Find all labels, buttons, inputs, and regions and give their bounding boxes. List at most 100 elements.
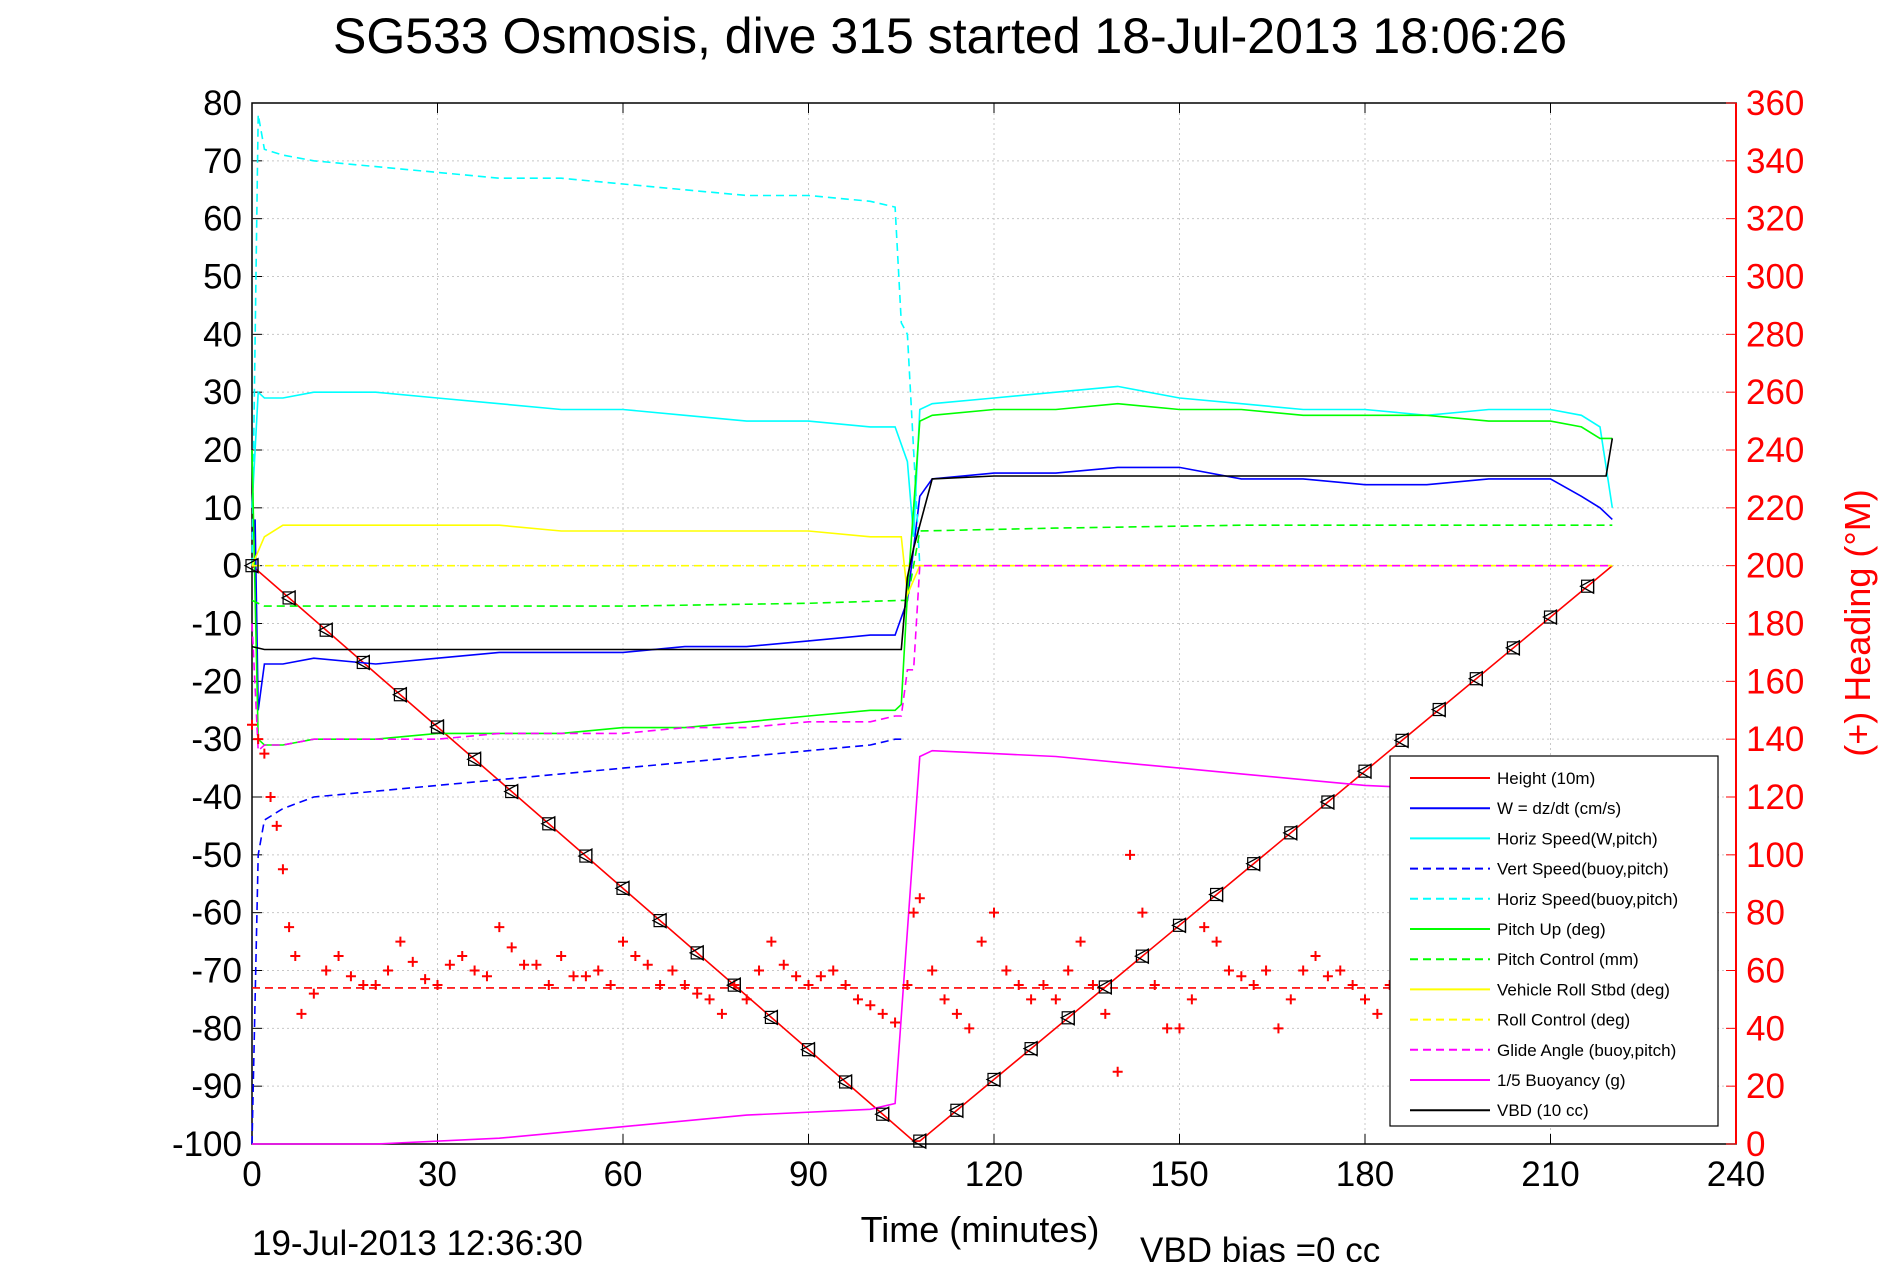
heading-point	[1273, 1023, 1284, 1034]
heading-point	[989, 907, 999, 918]
height-marker-square	[393, 688, 407, 702]
heading-point	[1322, 971, 1333, 982]
heading-point	[1298, 965, 1309, 976]
legend-label-5: Pitch Up (deg)	[1497, 920, 1606, 939]
y-tick-label: -40	[191, 778, 242, 817]
height-marker-square	[1061, 1011, 1075, 1025]
x-tick-label: 150	[1150, 1155, 1208, 1194]
heading-point	[1112, 1066, 1123, 1077]
heading-point	[642, 959, 653, 970]
series-line-11	[251, 438, 1614, 651]
y-tick-label: 0	[223, 547, 242, 586]
heading-point	[803, 979, 814, 990]
heading-point	[951, 1008, 962, 1019]
x-tick-label: 30	[418, 1155, 457, 1194]
legend-label-9: Glide Angle (buoy,pitch)	[1497, 1041, 1676, 1060]
series-line-2	[251, 385, 1614, 537]
heading-point	[754, 965, 765, 976]
heading-point	[253, 734, 264, 745]
heading-point	[865, 1000, 876, 1011]
height-marker-square	[1395, 733, 1409, 747]
heading-point	[277, 864, 288, 875]
y-tick-label: 30	[203, 373, 242, 412]
heading-point	[964, 1023, 975, 1034]
grid	[252, 103, 1736, 1144]
y2-tick-label: 360	[1746, 84, 1804, 123]
heading-point	[716, 1008, 727, 1019]
y2-tick-label: 180	[1746, 605, 1804, 644]
heading-point	[1236, 971, 1247, 982]
heading-point	[284, 922, 295, 933]
legend-label-6: Pitch Control (mm)	[1497, 950, 1639, 969]
height-marker-square	[1358, 764, 1372, 778]
series-line-6	[251, 524, 1613, 607]
heading-point	[247, 719, 257, 730]
heading-point	[290, 951, 301, 962]
heading-point	[259, 748, 270, 759]
heading-point	[1013, 979, 1024, 990]
height-marker-square	[801, 1043, 816, 1057]
heading-point	[1310, 951, 1321, 962]
legend-label-3: Vert Speed(buoy,pitch)	[1497, 860, 1669, 879]
y2-tick-label: 340	[1746, 142, 1804, 181]
y2-axis-label: (+) Heading (°M)	[1837, 489, 1878, 756]
heading-point	[519, 959, 530, 970]
height-marker-square	[1543, 610, 1558, 624]
heading-point	[265, 792, 276, 802]
heading-point	[457, 951, 468, 962]
heading-point	[580, 971, 591, 982]
series-line-9	[251, 564, 1613, 753]
height-marker-square	[505, 784, 519, 799]
heading-point	[1211, 936, 1222, 947]
heading-point	[358, 979, 369, 990]
heading-point	[1360, 994, 1370, 1005]
heading-point	[939, 994, 950, 1005]
height-marker-square	[764, 1010, 779, 1025]
height-marker-square	[1024, 1042, 1038, 1056]
heading-point	[630, 951, 641, 962]
height-marker-square	[1098, 980, 1112, 994]
y2-tick-label: 300	[1746, 258, 1804, 297]
y-tick-label: 70	[203, 142, 242, 181]
axis-ticks: 0 30 60 90 120 150 180 210 24080706050403020100-…	[172, 84, 1804, 1194]
y2-tick-label: 60	[1746, 952, 1785, 991]
y-tick-label: 10	[203, 489, 242, 528]
x-tick-label: 180	[1336, 1155, 1394, 1194]
heading-point	[333, 951, 344, 962]
heading-point	[506, 942, 517, 953]
heading-point	[481, 971, 492, 982]
height-marker-square	[1247, 857, 1261, 871]
height-marker-square	[1209, 887, 1224, 902]
y-tick-label: -60	[191, 894, 242, 933]
heading-point	[543, 979, 554, 990]
heading-point	[1075, 936, 1086, 947]
footer-timestamp: 19-Jul-2013 12:36:30	[252, 1224, 583, 1262]
heading-point	[791, 971, 802, 982]
height-marker-square	[356, 655, 370, 670]
x-tick-label: 60	[604, 1155, 643, 1194]
heading-point	[345, 971, 356, 982]
heading-point	[531, 959, 542, 970]
y2-tick-label: 120	[1746, 778, 1804, 817]
heading-point	[840, 979, 851, 990]
heading-point	[815, 971, 826, 982]
height-marker-square	[1172, 918, 1187, 932]
x-tick-label: 210	[1521, 1155, 1579, 1194]
heading-point	[1174, 1023, 1185, 1034]
y-tick-label: 60	[203, 200, 242, 239]
y-tick-label: -20	[191, 662, 242, 701]
heading-point	[308, 988, 319, 999]
heading-point	[370, 979, 381, 990]
legend-label-2: Horiz Speed(W,pitch)	[1497, 829, 1658, 848]
heading-point	[618, 936, 628, 947]
heading-point	[766, 936, 777, 947]
heading-point	[852, 994, 863, 1005]
y-tick-label: -80	[191, 1009, 242, 1048]
legend-label-0: Height (10m)	[1497, 769, 1595, 788]
heading-point	[976, 936, 987, 947]
y2-tick-label: 280	[1746, 315, 1804, 354]
heading-point	[1162, 1023, 1173, 1034]
y2-tick-label: 80	[1746, 894, 1785, 933]
height-marker-square	[690, 946, 704, 960]
y-tick-label: -70	[191, 952, 242, 991]
